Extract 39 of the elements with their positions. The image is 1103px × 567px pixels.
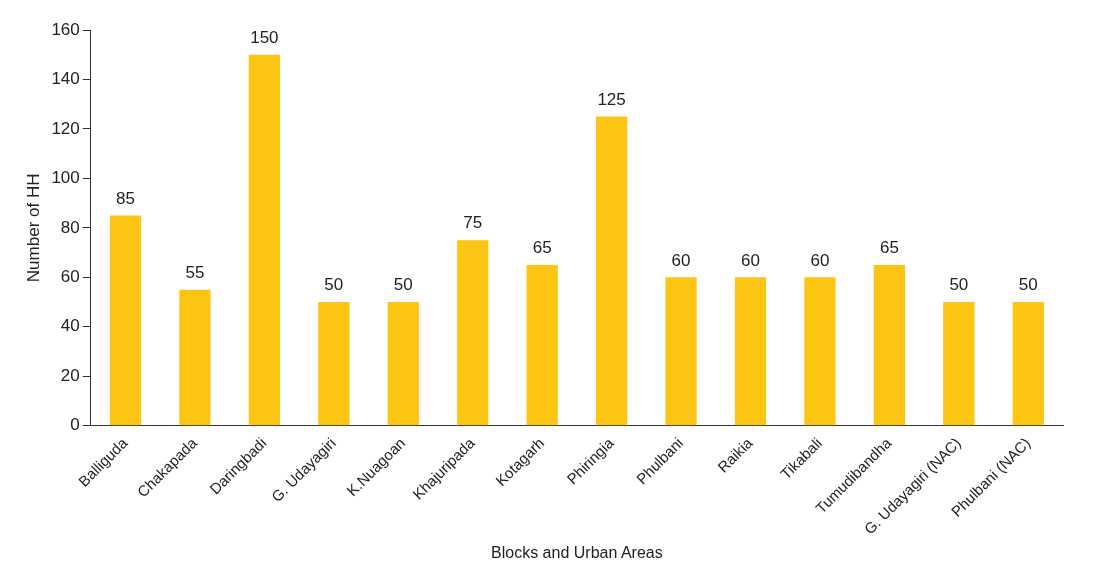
bar: [318, 302, 350, 426]
y-axis-title: Number of HH: [23, 173, 43, 283]
y-tick-label: 0: [70, 415, 80, 435]
bar: [873, 264, 906, 426]
bar: [1012, 302, 1044, 426]
bar: [804, 277, 836, 426]
data-label: 50: [1018, 275, 1038, 295]
bar: [665, 277, 697, 426]
data-label: 85: [116, 188, 135, 208]
bar: [387, 302, 419, 426]
data-label: 50: [393, 275, 413, 295]
data-label: 60: [671, 250, 691, 270]
bar: [248, 54, 280, 426]
y-tick-label: 120: [51, 118, 80, 138]
data-label: 65: [879, 238, 899, 258]
y-tick-label: 20: [60, 365, 80, 385]
bar: [526, 264, 558, 426]
data-label: 50: [949, 275, 969, 295]
bar: [109, 215, 142, 426]
data-label: 60: [741, 250, 760, 270]
bar: [457, 240, 489, 426]
y-tick-label: 140: [51, 69, 80, 89]
x-axis-title: Blocks and Urban Areas: [491, 543, 663, 561]
data-label: 55: [185, 262, 205, 282]
data-label: 125: [597, 89, 626, 109]
data-label: 50: [324, 275, 344, 295]
data-label: 75: [463, 213, 483, 233]
data-label: 150: [250, 27, 279, 47]
y-tick-label: 80: [60, 217, 80, 237]
y-tick-label: 40: [60, 316, 80, 336]
bar: [595, 116, 628, 426]
data-label: 65: [532, 238, 552, 258]
data-label: 60: [810, 250, 830, 270]
bar: [943, 302, 975, 426]
y-tick-label: 160: [51, 19, 80, 39]
y-tick-label: 60: [60, 267, 80, 287]
bar: [734, 277, 767, 426]
bar: [179, 289, 211, 426]
y-tick-label: 100: [51, 168, 80, 188]
